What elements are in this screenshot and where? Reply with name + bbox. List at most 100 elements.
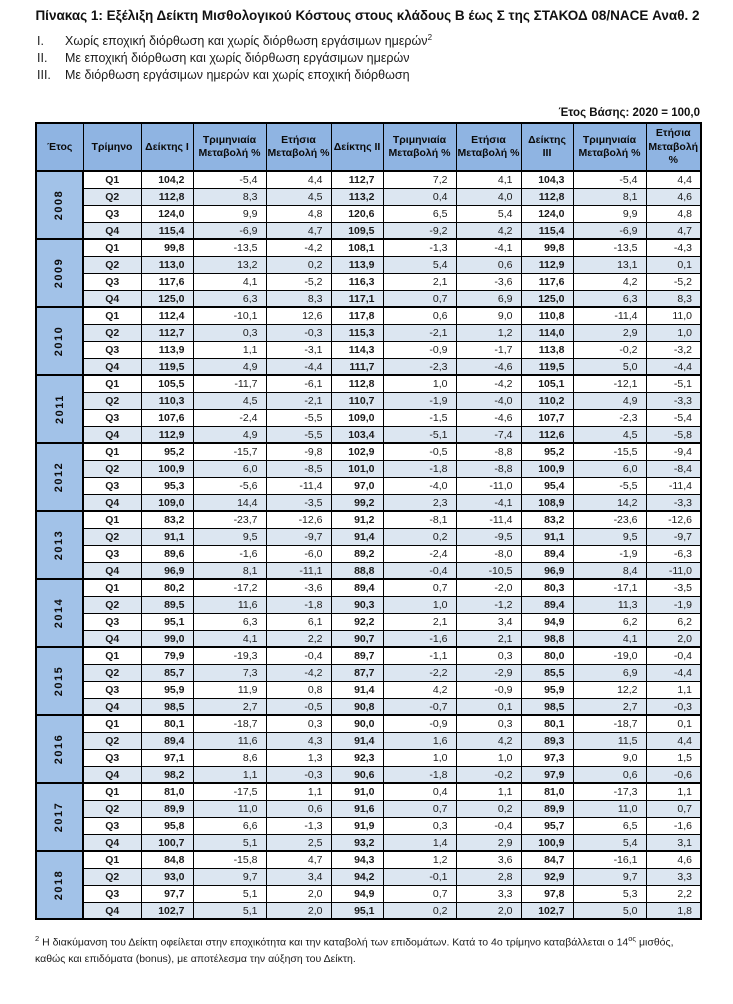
change-value-cell: 5,0 — [572, 901, 647, 920]
index-value-cell: 105,5 — [140, 374, 194, 393]
change-value-cell: 9,9 — [192, 204, 267, 223]
change-value-cell: -11,7 — [192, 374, 267, 393]
table-row: Q4 102,7 5,1 2,0 95,1 0,2 2,0 102,7 5,0 1,8 — [36, 901, 702, 920]
quarter-cell: Q2 — [82, 867, 142, 886]
index-value-cell: 97,1 — [140, 748, 194, 767]
index-value-cell: 95,1 — [140, 612, 194, 631]
change-value-cell: 4,7 — [645, 221, 702, 240]
index-value-cell: 94,9 — [330, 884, 384, 903]
index-value-cell: 112,7 — [140, 323, 194, 342]
change-value-cell: -4,6 — [455, 357, 522, 376]
change-value-cell: -3,5 — [265, 493, 332, 512]
change-value-cell: -10,5 — [455, 561, 522, 580]
index-value-cell: 90,6 — [330, 765, 384, 784]
change-value-cell: -1,6 — [192, 544, 267, 563]
change-value-cell: -5,5 — [265, 408, 332, 427]
quarter-cell: Q4 — [82, 833, 142, 852]
index-value-cell: 116,3 — [330, 272, 384, 291]
quarter-cell: Q2 — [82, 731, 142, 750]
header-annual-change-2: Ετήσια Μεταβολή % — [455, 122, 522, 173]
change-value-cell: -12,6 — [645, 510, 702, 529]
year-label: 2011 — [53, 394, 66, 425]
index-value-cell: 104,2 — [140, 170, 194, 189]
change-value-cell: 1,3 — [265, 748, 332, 767]
change-value-cell: 3,1 — [645, 833, 702, 852]
index-value-cell: 92,3 — [330, 748, 384, 767]
change-value-cell: 0,6 — [382, 306, 457, 325]
change-value-cell: 4,1 — [455, 170, 522, 189]
header-quarterly-change-2: Τριμηνιαία Μεταβολή % — [382, 122, 457, 173]
quarter-cell: Q1 — [82, 850, 142, 869]
change-value-cell: 2,3 — [382, 493, 457, 512]
change-value-cell: -0,9 — [382, 340, 457, 359]
table-row: Q3 95,9 11,9 0,8 91,4 4,2 -0,9 95,9 12,2 1,1 — [36, 680, 702, 699]
change-value-cell: 0,2 — [382, 527, 457, 546]
index-value-cell: 96,9 — [140, 561, 194, 580]
quarter-cell: Q3 — [82, 612, 142, 631]
change-value-cell: -9,8 — [265, 442, 332, 461]
index-value-cell: 113,9 — [330, 255, 384, 274]
index-value-cell: 94,9 — [520, 612, 574, 631]
change-value-cell: -6,1 — [265, 374, 332, 393]
change-value-cell: -5,8 — [645, 425, 702, 444]
index-value-cell: 85,7 — [140, 663, 194, 682]
index-value-cell: 108,1 — [330, 238, 384, 257]
quarter-cell: Q1 — [82, 714, 142, 733]
change-value-cell: 5,1 — [192, 833, 267, 852]
change-value-cell: 4,9 — [192, 357, 267, 376]
index-value-cell: 112,8 — [330, 374, 384, 393]
change-value-cell: 4,1 — [192, 272, 267, 291]
index-value-cell: 109,5 — [330, 221, 384, 240]
index-value-cell: 91,4 — [330, 527, 384, 546]
index-value-cell: 113,9 — [140, 340, 194, 359]
change-value-cell: -15,8 — [192, 850, 267, 869]
year-label: 2012 — [53, 462, 66, 493]
change-value-cell: 4,1 — [572, 629, 647, 648]
change-value-cell: -9,7 — [265, 527, 332, 546]
change-value-cell: 4,5 — [192, 391, 267, 410]
change-value-cell: -23,7 — [192, 510, 267, 529]
change-value-cell: -4,2 — [265, 663, 332, 682]
year-cell: 2016 — [35, 714, 84, 784]
index-value-cell: 109,0 — [330, 408, 384, 427]
index-value-cell: 80,3 — [520, 578, 574, 597]
change-value-cell: -6,3 — [645, 544, 702, 563]
change-value-cell: -5,1 — [382, 425, 457, 444]
index-value-cell: 120,6 — [330, 204, 384, 223]
quarter-cell: Q3 — [82, 544, 142, 563]
change-value-cell: 6,9 — [455, 289, 522, 308]
change-value-cell: -3,5 — [645, 578, 702, 597]
change-value-cell: -4,1 — [455, 238, 522, 257]
change-value-cell: 4,9 — [572, 391, 647, 410]
table-row: 2008 Q1 104,2 -5,4 4,4 112,7 7,2 4,1 104,3 -5,4 4,… — [35, 170, 702, 240]
change-value-cell: 5,0 — [572, 357, 647, 376]
table-row: Q3 95,3 -5,6 -11,4 97,0 -4,0 -11,0 95,4 -5,5 -11,… — [36, 476, 702, 495]
year-cell: 2018 — [35, 850, 84, 920]
quarter-cell: Q1 — [82, 782, 142, 801]
index-value-cell: 119,5 — [140, 357, 194, 376]
index-value-cell: 117,6 — [140, 272, 194, 291]
index-value-cell: 91,1 — [140, 527, 194, 546]
change-value-cell: 4,8 — [645, 204, 702, 223]
table-row: Q2 113,0 13,2 0,2 113,9 5,4 0,6 112,9 13,1 0,1 — [36, 255, 702, 274]
year-label: 2017 — [53, 802, 66, 833]
base-year-label: Έτος Βάσης: 2020 = 100,0 — [558, 107, 700, 120]
change-value-cell: -3,1 — [265, 340, 332, 359]
index-value-cell: 95,1 — [330, 901, 384, 920]
table-row: Q2 100,9 6,0 -8,5 101,0 -1,8 -8,8 100,9 6,0 -8,4 — [36, 459, 702, 478]
index-value-cell: 97,8 — [520, 884, 574, 903]
change-value-cell: -13,5 — [572, 238, 647, 257]
change-value-cell: 2,7 — [192, 697, 267, 716]
header-index-2: Δείκτης II — [330, 122, 384, 173]
change-value-cell: -4,2 — [455, 374, 522, 393]
index-value-cell: 95,9 — [520, 680, 574, 699]
table-row: 2010 Q1 112,4 -10,1 12,6 117,8 0,6 9,0 110,8 -11,… — [35, 306, 702, 376]
index-value-cell: 93,0 — [140, 867, 194, 886]
table-row: Q4 112,9 4,9 -5,5 103,4 -5,1 -7,4 112,6 4,5 -5,8 — [36, 425, 702, 444]
change-value-cell: 3,3 — [455, 884, 522, 903]
index-value-cell: 100,9 — [140, 459, 194, 478]
index-value-cell: 91,9 — [330, 816, 384, 835]
index-value-cell: 94,3 — [330, 850, 384, 869]
change-value-cell: 3,6 — [455, 850, 522, 869]
index-value-cell: 113,0 — [140, 255, 194, 274]
